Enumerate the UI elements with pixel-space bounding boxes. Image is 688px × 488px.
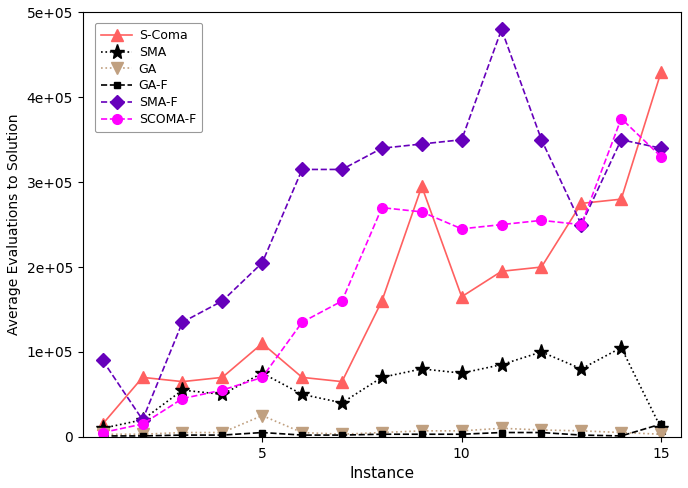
Line: SCOMA-F: SCOMA-F [98, 114, 666, 437]
S-Coma [258, 341, 266, 346]
GA-F [458, 431, 466, 437]
SMA-F [138, 417, 147, 423]
GA [537, 427, 546, 433]
S-Coma [138, 374, 147, 380]
SMA-F [298, 166, 306, 172]
SMA-F [458, 137, 466, 142]
S-Coma [617, 196, 625, 202]
SCOMA-F [98, 429, 107, 435]
SCOMA-F [537, 218, 546, 224]
SMA [378, 374, 386, 380]
SMA [258, 370, 266, 376]
SMA [338, 400, 346, 406]
SMA [298, 391, 306, 397]
SCOMA-F [178, 396, 186, 402]
SMA [497, 362, 506, 367]
SMA [458, 370, 466, 376]
GA-F [258, 429, 266, 435]
X-axis label: Instance: Instance [350, 466, 414, 481]
S-Coma [657, 69, 665, 75]
GA-F [497, 429, 506, 435]
GA [298, 429, 306, 435]
GA-F [178, 432, 186, 438]
SMA [178, 387, 186, 393]
SMA-F [218, 298, 226, 304]
S-Coma [418, 183, 426, 189]
Line: SMA-F: SMA-F [98, 24, 666, 425]
Y-axis label: Average Evaluations to Solution: Average Evaluations to Solution [7, 114, 21, 335]
GA-F [657, 421, 665, 427]
S-Coma [338, 379, 346, 385]
SCOMA-F [338, 298, 346, 304]
GA-F [218, 432, 226, 438]
SMA-F [617, 137, 625, 142]
SMA-F [497, 26, 506, 32]
GA [338, 431, 346, 437]
SMA [577, 366, 585, 372]
SMA-F [537, 137, 546, 142]
GA-F [418, 431, 426, 437]
Line: GA-F: GA-F [99, 421, 665, 439]
SMA [98, 426, 107, 431]
SMA [657, 426, 665, 431]
SCOMA-F [138, 421, 147, 427]
SMA-F [338, 166, 346, 172]
S-Coma [458, 294, 466, 300]
SMA-F [178, 319, 186, 325]
SCOMA-F [298, 319, 306, 325]
GA-F [98, 433, 107, 439]
SMA [138, 417, 147, 423]
SMA [537, 349, 546, 355]
S-Coma [577, 201, 585, 206]
GA [258, 413, 266, 419]
GA-F [577, 432, 585, 438]
GA [418, 428, 426, 434]
SMA [218, 391, 226, 397]
GA-F [537, 429, 546, 435]
Line: GA: GA [97, 410, 667, 440]
GA [98, 431, 107, 437]
SMA-F [577, 222, 585, 227]
S-Coma [298, 374, 306, 380]
GA [378, 429, 386, 435]
SCOMA-F [458, 226, 466, 232]
GA [617, 429, 625, 435]
SCOMA-F [258, 374, 266, 380]
GA-F [338, 432, 346, 438]
S-Coma [378, 298, 386, 304]
GA [178, 429, 186, 435]
GA [138, 431, 147, 437]
S-Coma [98, 421, 107, 427]
SMA-F [657, 145, 665, 151]
SCOMA-F [418, 209, 426, 215]
Line: S-Coma: S-Coma [97, 66, 667, 429]
SMA-F [98, 358, 107, 364]
Legend: S-Coma, SMA, GA, GA-F, SMA-F, SCOMA-F: S-Coma, SMA, GA, GA-F, SMA-F, SCOMA-F [95, 23, 202, 132]
GA [458, 428, 466, 434]
SMA-F [418, 141, 426, 147]
SCOMA-F [378, 204, 386, 210]
SCOMA-F [617, 116, 625, 122]
GA-F [378, 431, 386, 437]
SCOMA-F [497, 222, 506, 227]
GA-F [138, 433, 147, 439]
SCOMA-F [218, 387, 226, 393]
SCOMA-F [577, 222, 585, 227]
Line: SMA: SMA [95, 340, 669, 436]
S-Coma [218, 374, 226, 380]
SMA [418, 366, 426, 372]
GA [577, 428, 585, 434]
GA [218, 429, 226, 435]
SMA [617, 345, 625, 350]
GA [497, 426, 506, 431]
S-Coma [497, 268, 506, 274]
SCOMA-F [657, 154, 665, 160]
S-Coma [537, 264, 546, 270]
GA-F [298, 432, 306, 438]
SMA-F [378, 145, 386, 151]
SMA-F [258, 260, 266, 266]
GA-F [617, 433, 625, 439]
GA [657, 431, 665, 437]
S-Coma [178, 379, 186, 385]
